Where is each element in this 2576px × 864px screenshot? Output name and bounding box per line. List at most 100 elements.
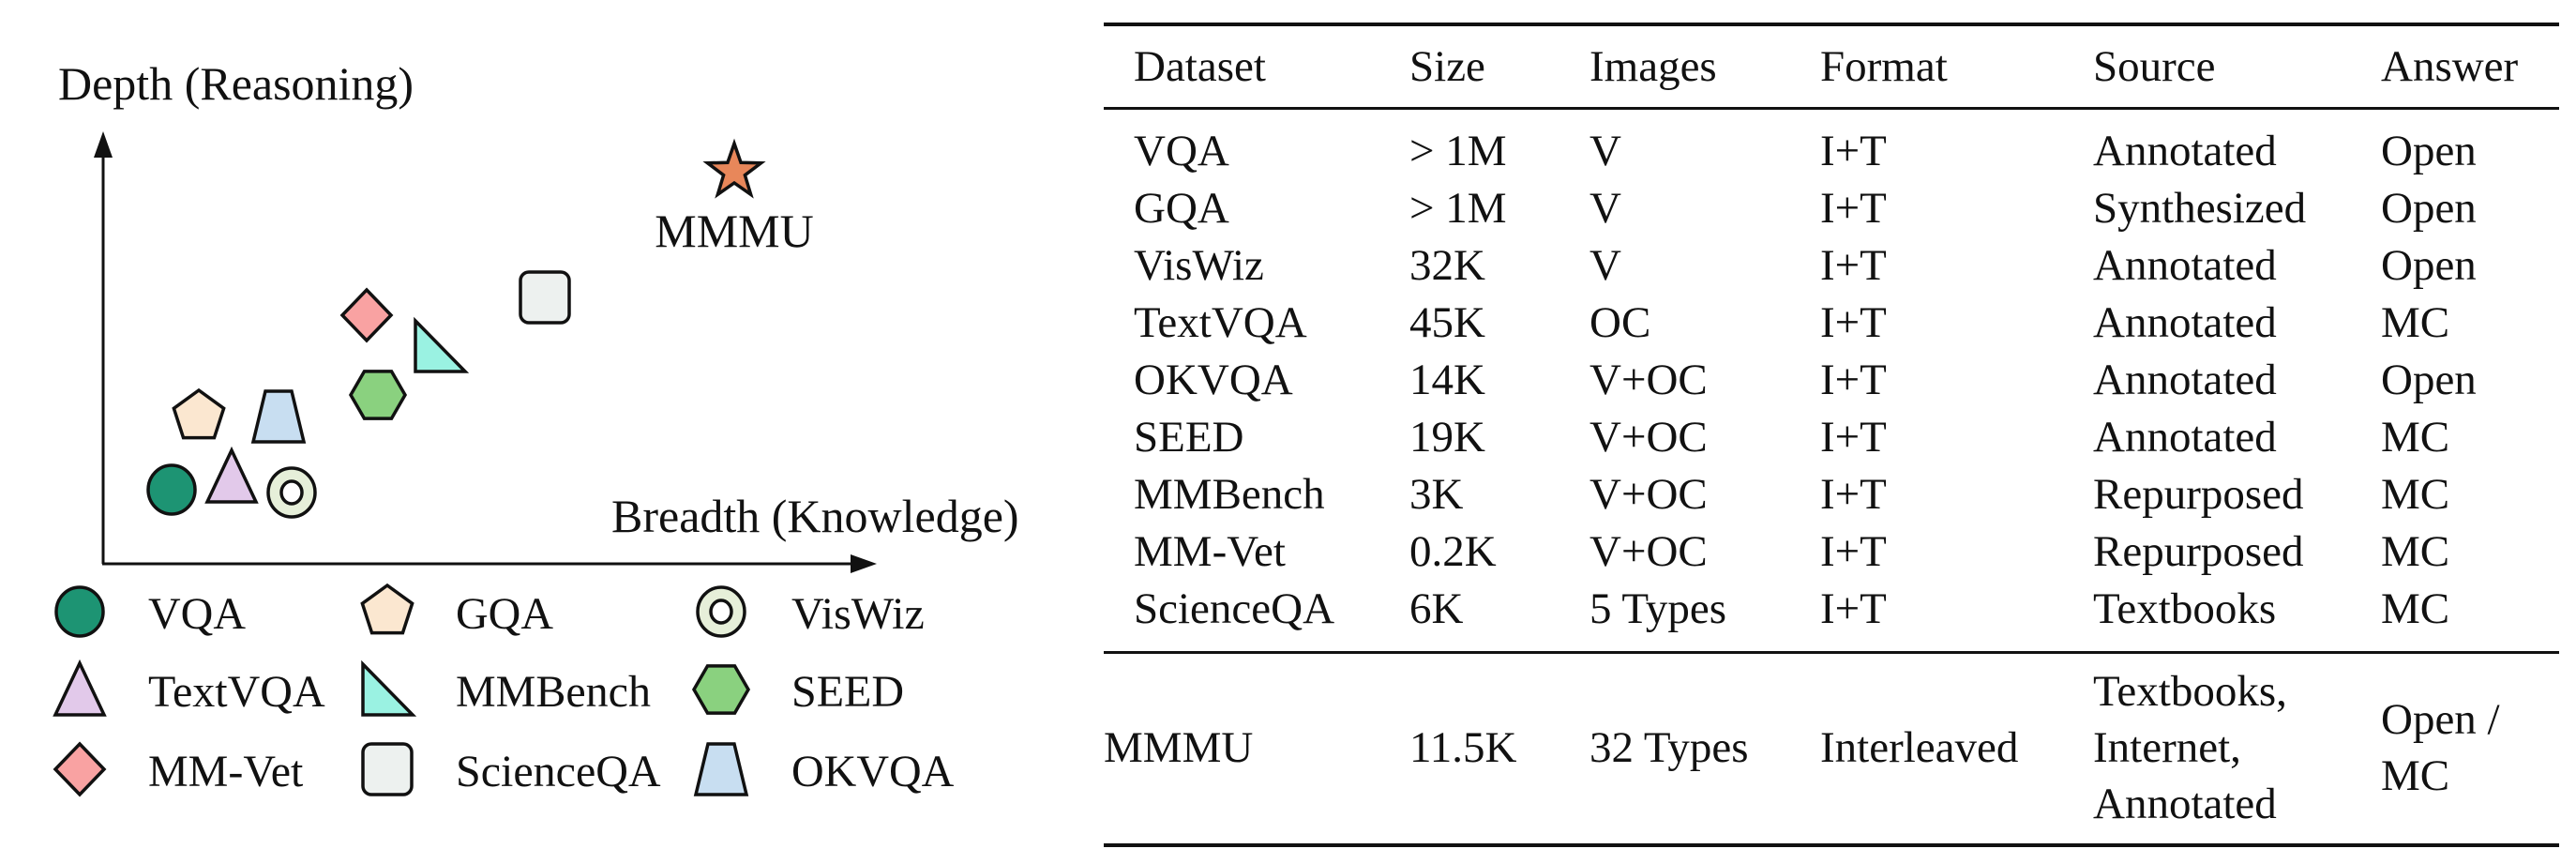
table-row: GQA > 1M V I+T Synthesized Open xyxy=(1104,180,2559,237)
circle-marker-vqa-icon xyxy=(146,463,197,516)
column-header-size: Size xyxy=(1409,41,1485,91)
legend-ring-icon xyxy=(696,585,746,638)
table-row: OKVQA 14K V+OC I+T Annotated Open xyxy=(1104,352,2559,409)
cell-source: Annotated xyxy=(2093,356,2277,404)
table-row: TextVQA 45K OC I+T Annotated MC xyxy=(1104,295,2559,352)
rounded-square-marker-scienceqa-icon xyxy=(519,270,571,325)
cell-answer: Open xyxy=(2381,184,2477,233)
legend-label: ScienceQA xyxy=(456,747,661,796)
cell-answer: MC xyxy=(2381,527,2450,576)
cell-format: I+T xyxy=(1820,184,1887,233)
star-marker-mmmu-icon xyxy=(702,138,766,199)
x-axis-arrow-icon xyxy=(851,554,877,573)
table-row: MM-Vet 0.2K V+OC I+T Repurposed MC xyxy=(1104,523,2559,581)
x-axis-label: Breadth (Knowledge) xyxy=(611,490,1019,542)
dataset-table-container: Dataset Size Images Format Source Answer VQA >… xyxy=(1104,23,2559,847)
cell-source: Repurposed xyxy=(2093,527,2304,576)
legend-label: SEED xyxy=(791,667,904,717)
table-row: MMBench 3K V+OC I+T Repurposed MC xyxy=(1104,466,2559,523)
cell-source: Textbooks xyxy=(2093,584,2277,633)
legend-right-triangle-icon xyxy=(361,659,417,717)
dataset-comparison-diagram: Depth (Reasoning) Breadth (Knowledge) MM… xyxy=(53,57,1019,797)
cell-source: Annotated xyxy=(2093,298,2277,347)
legend-label: MM-Vet xyxy=(148,747,304,796)
answer-line: Open / xyxy=(2381,695,2500,744)
diamond-marker-mm-vet-icon xyxy=(339,287,394,343)
cell-answer: MC xyxy=(2381,413,2450,462)
y-axis-arrow-icon xyxy=(94,131,113,158)
cell-format: I+T xyxy=(1820,298,1887,347)
column-header-format: Format xyxy=(1820,41,1948,91)
cell-size: 14K xyxy=(1409,356,1485,404)
triangle-marker-textvqa-icon xyxy=(204,446,259,504)
legend-pentagon-icon xyxy=(360,583,414,635)
cell-images: V+OC xyxy=(1589,470,1708,519)
cell-format: I+T xyxy=(1820,584,1887,633)
cell-dataset: SEED xyxy=(1134,413,1244,462)
column-header-images: Images xyxy=(1589,41,1717,91)
cell-dataset: ScienceQA xyxy=(1134,584,1335,633)
source-line: Textbooks, xyxy=(2093,667,2287,716)
legend-label: GQA xyxy=(456,589,553,639)
mmmu-label: MMMU xyxy=(655,205,813,257)
cell-dataset: MMMU xyxy=(1104,723,1254,772)
legend-circle-icon xyxy=(54,585,105,638)
cell-format: I+T xyxy=(1820,356,1887,404)
table-row: SEED 19K V+OC I+T Annotated MC xyxy=(1104,409,2559,466)
table-body: VQA > 1M V I+T Annotated Open GQA > 1M V I+T Synth… xyxy=(1104,109,2559,653)
legend-label: MMBench xyxy=(456,667,651,717)
cell-answer: Open / MC xyxy=(2381,653,2559,846)
cell-size: > 1M xyxy=(1409,127,1507,175)
legend-item-okvqa: OKVQA xyxy=(693,742,955,796)
hexagon-marker-seed-icon xyxy=(348,370,408,420)
cell-format: I+T xyxy=(1820,241,1887,290)
legend-label: VisWiz xyxy=(791,589,925,639)
cell-size: 45K xyxy=(1409,298,1485,347)
cell-images: V+OC xyxy=(1589,413,1708,462)
column-header-answer: Answer xyxy=(2381,41,2519,91)
diagram-markers xyxy=(146,138,766,519)
answer-line: MC xyxy=(2381,751,2450,800)
table-header-row: Dataset Size Images Format Source Answer xyxy=(1104,24,2559,109)
y-axis-label: Depth (Reasoning) xyxy=(58,57,414,110)
cell-format: I+T xyxy=(1820,413,1887,462)
cell-dataset: MMBench xyxy=(1134,470,1325,519)
cell-images: OC xyxy=(1589,298,1651,347)
cell-source: Annotated xyxy=(2093,241,2277,290)
cell-source: Annotated xyxy=(2093,127,2277,175)
cell-source: Annotated xyxy=(2093,413,2277,462)
trapezoid-marker-okvqa-icon xyxy=(250,389,307,444)
cell-source: Textbooks, Internet, Annotated xyxy=(2093,653,2381,846)
cell-dataset: TextVQA xyxy=(1134,298,1307,347)
legend-label: VQA xyxy=(148,589,246,639)
cell-answer: Open xyxy=(2381,241,2477,290)
legend-item-viswiz: VisWiz xyxy=(696,585,925,639)
cell-images: V+OC xyxy=(1589,356,1708,404)
cell-dataset: VQA xyxy=(1134,127,1229,175)
legend-triangle-icon xyxy=(53,659,107,717)
table-row-mmmu: MMMU 11.5K 32 Types Interleaved Textbook… xyxy=(1104,653,2559,846)
cell-format: Interleaved xyxy=(1820,723,2019,772)
cell-size: 32K xyxy=(1409,241,1485,290)
cell-size: > 1M xyxy=(1409,184,1507,233)
cell-answer: Open xyxy=(2381,127,2477,175)
cell-images: V xyxy=(1589,184,1621,233)
right-triangle-marker-mmbench-icon xyxy=(414,316,470,373)
legend-trapezoid-icon xyxy=(693,742,749,796)
cell-dataset: VisWiz xyxy=(1134,241,1264,290)
cell-images: 5 Types xyxy=(1589,584,1726,633)
legend-hexagon-icon xyxy=(691,664,751,715)
cell-dataset: GQA xyxy=(1134,184,1229,233)
cell-answer: Open xyxy=(2381,356,2477,404)
legend-item-seed: SEED xyxy=(691,664,904,717)
pentagon-marker-gqa-icon xyxy=(172,387,226,440)
cell-images: V xyxy=(1589,241,1621,290)
legend-item-vqa: VQA xyxy=(54,585,246,639)
cell-answer: MC xyxy=(2381,584,2450,633)
table-row: VQA > 1M V I+T Annotated Open xyxy=(1104,109,2559,181)
cell-dataset: MM-Vet xyxy=(1134,527,1286,576)
cell-images: V xyxy=(1589,127,1621,175)
cell-images: 32 Types xyxy=(1589,723,1749,772)
cell-size: 6K xyxy=(1409,584,1464,633)
legend-diamond-icon xyxy=(53,741,107,797)
